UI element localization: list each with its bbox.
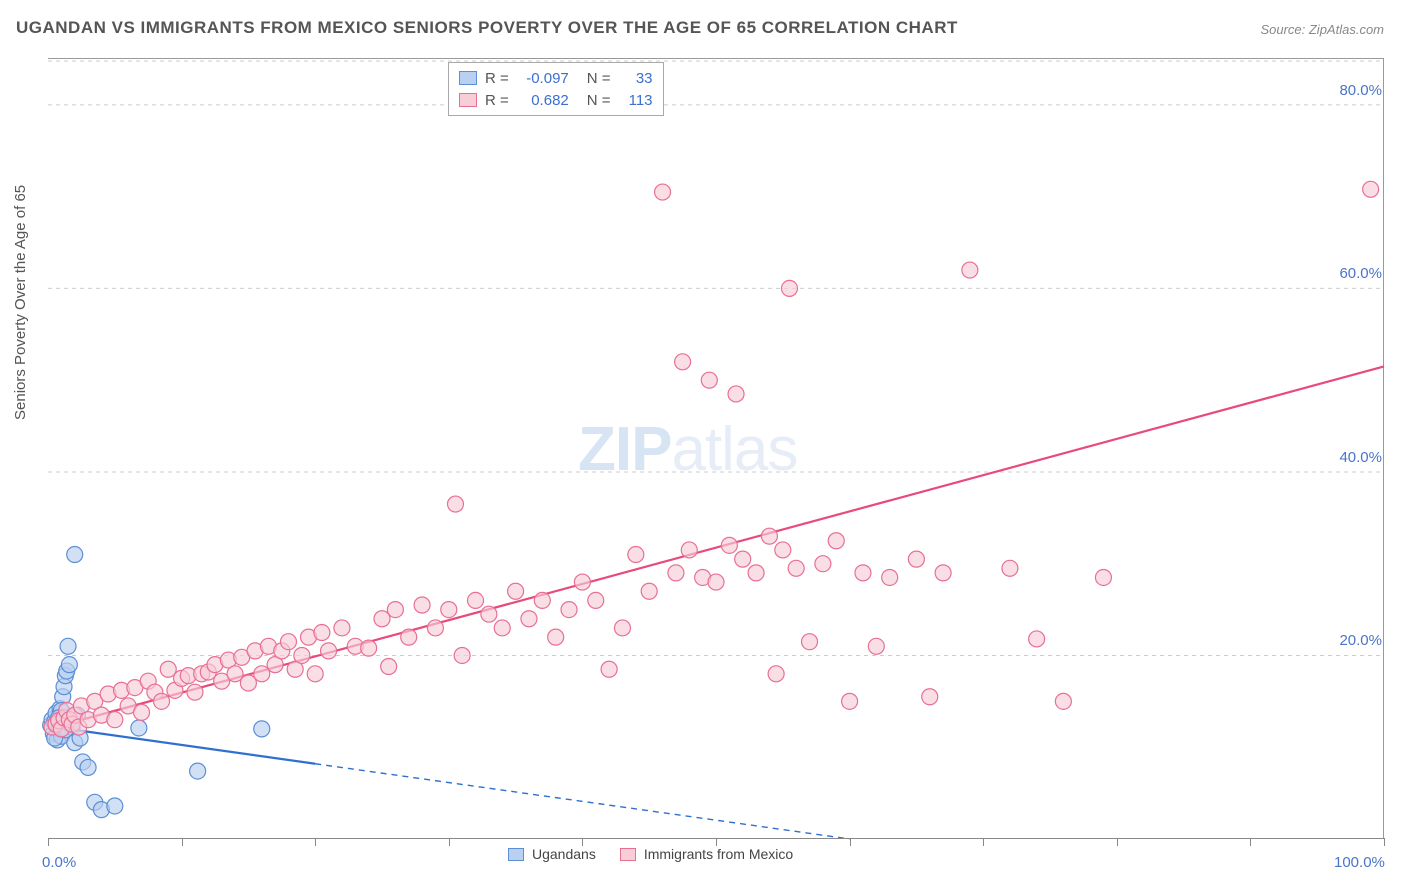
x-tick xyxy=(582,838,583,846)
plot-area: ZIPatlas xyxy=(48,58,1384,838)
legend-swatch xyxy=(508,848,524,861)
x-tick xyxy=(315,838,316,846)
x-tick xyxy=(449,838,450,846)
y-tick-label: 20.0% xyxy=(1324,632,1382,649)
x-tick xyxy=(1117,838,1118,846)
stat-n-prefix: N = xyxy=(587,92,611,109)
stat-r-prefix: R = xyxy=(485,92,509,109)
stat-r-value: -0.097 xyxy=(517,70,569,87)
x-tick-label: 100.0% xyxy=(1334,854,1385,871)
chart-container: UGANDAN VS IMMIGRANTS FROM MEXICO SENIOR… xyxy=(0,0,1406,892)
x-tick xyxy=(48,838,49,846)
stat-n-value: 113 xyxy=(619,92,653,109)
legend-label: Ugandans xyxy=(532,846,596,862)
legend-swatch xyxy=(620,848,636,861)
y-tick-label: 80.0% xyxy=(1324,82,1382,99)
bottom-legend-item: Ugandans xyxy=(508,846,596,862)
stats-legend-row: R = -0.097 N = 33 xyxy=(459,67,653,89)
y-axis-label: Seniors Poverty Over the Age of 65 xyxy=(12,185,29,420)
bottom-legend: Ugandans Immigrants from Mexico xyxy=(508,846,793,862)
x-tick-label: 0.0% xyxy=(42,854,76,871)
legend-swatch xyxy=(459,93,477,107)
stat-n-value: 33 xyxy=(619,70,653,87)
stats-legend-row: R = 0.682 N = 113 xyxy=(459,89,653,111)
stat-r-value: 0.682 xyxy=(517,92,569,109)
stats-legend: R = -0.097 N = 33 R = 0.682 N = 113 xyxy=(448,62,664,116)
y-tick-label: 40.0% xyxy=(1324,449,1382,466)
x-tick xyxy=(1384,838,1385,846)
plot-svg xyxy=(48,59,1384,839)
x-tick xyxy=(983,838,984,846)
bottom-legend-item: Immigrants from Mexico xyxy=(620,846,793,862)
x-tick xyxy=(716,838,717,846)
y-tick-label: 60.0% xyxy=(1324,265,1382,282)
stat-n-prefix: N = xyxy=(587,70,611,87)
legend-label: Immigrants from Mexico xyxy=(644,846,793,862)
x-tick xyxy=(182,838,183,846)
x-tick xyxy=(850,838,851,846)
chart-title: UGANDAN VS IMMIGRANTS FROM MEXICO SENIOR… xyxy=(16,18,958,38)
x-tick xyxy=(1250,838,1251,846)
source-label: Source: ZipAtlas.com xyxy=(1260,22,1384,37)
stat-r-prefix: R = xyxy=(485,70,509,87)
legend-swatch xyxy=(459,71,477,85)
